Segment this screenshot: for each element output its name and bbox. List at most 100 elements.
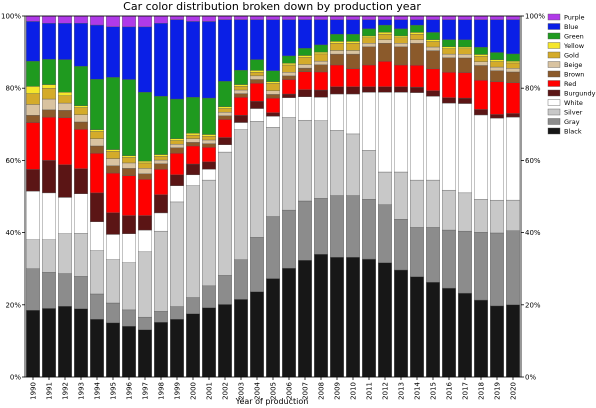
bar-segment-purple-1991 (42, 15, 56, 24)
legend-label-white: White (564, 99, 583, 107)
bar-segment-silver-1996 (122, 262, 136, 311)
bar-segment-silver-1999 (170, 201, 184, 307)
legend-label-brown: Brown (564, 71, 584, 79)
bar-segment-brown-1995 (106, 165, 120, 174)
bar-segment-gray-2006 (282, 209, 296, 269)
x-tick-label-2005: 2005 (270, 382, 278, 400)
bar-segment-purple-1998 (154, 15, 168, 24)
bar-segment-burgundy-1991 (42, 160, 56, 194)
bar-segment-purple-2015 (426, 15, 440, 20)
bar-segment-yellow-1998 (154, 154, 168, 157)
bar-segment-black-2016 (442, 287, 456, 378)
bar-segment-white-2002 (218, 144, 232, 153)
bar-segment-burgundy-2013 (394, 86, 408, 93)
x-tick-label-1998: 1998 (158, 382, 166, 400)
bar-segment-gold-2018 (474, 56, 488, 62)
bar-segment-purple-1997 (138, 15, 152, 28)
bar-segment-blue-2013 (394, 19, 408, 29)
bar-segment-gray-1990 (26, 268, 40, 311)
bar-segment-gray-2000 (186, 297, 200, 315)
y-tick-label-left: 0% (10, 374, 21, 382)
bar-segment-green-2009 (330, 33, 344, 42)
bar-segment-gray-2012 (378, 204, 392, 263)
bar-segment-burgundy-2011 (362, 86, 376, 93)
bar-segment-silver-1992 (58, 233, 72, 274)
x-tick-label-2010: 2010 (350, 382, 358, 400)
bar-segment-blue-1994 (90, 24, 104, 80)
bar-segment-purple-2010 (346, 15, 360, 20)
bar-segment-purple-2016 (442, 15, 456, 20)
bar-segment-gray-2007 (298, 200, 312, 261)
bar-segment-black-2005 (266, 278, 280, 378)
x-tick-label-2001: 2001 (206, 382, 214, 400)
bar-segment-beige-1999 (170, 143, 184, 148)
x-tick-label-2004: 2004 (254, 381, 262, 399)
bar-segment-white-2020 (506, 116, 520, 201)
bar-segment-silver-1991 (42, 239, 56, 273)
bar-segment-gray-1992 (58, 273, 72, 307)
x-tick-label-2000: 2000 (190, 382, 198, 400)
bar-segment-brown-1992 (58, 110, 72, 118)
bar-segment-purple-1999 (170, 15, 184, 20)
bar-segment-white-1999 (170, 185, 184, 203)
bar-segment-green-1993 (74, 66, 88, 106)
bar-segment-gray-2004 (250, 237, 264, 292)
bar-segment-gray-1999 (170, 306, 184, 320)
bar-segment-white-1994 (90, 221, 104, 251)
bar-segment-red-1992 (58, 117, 72, 165)
bar-segment-blue-2006 (282, 19, 296, 57)
bar-segment-blue-2020 (506, 19, 520, 55)
bar-segment-green-2016 (442, 39, 456, 48)
bar-segment-yellow-2010 (346, 41, 360, 44)
bar-segment-burgundy-1997 (138, 215, 152, 231)
bar-segment-beige-1996 (122, 162, 136, 169)
bar-segment-white-2001 (202, 168, 216, 181)
y-tick-label-left: 40% (5, 229, 21, 237)
legend-swatch-red (547, 80, 561, 87)
bar-segment-yellow-2002 (218, 106, 232, 109)
bar-segment-black-2010 (346, 257, 360, 378)
bar-segment-yellow-2016 (442, 46, 456, 49)
bar-segment-green-1994 (90, 79, 104, 130)
bar-segment-gold-2004 (250, 72, 264, 77)
bar-segment-gray-2013 (394, 219, 408, 271)
y-tick-label-left: 100% (1, 13, 21, 21)
bar-segment-brown-2013 (394, 46, 408, 66)
bar-segment-silver-2013 (394, 171, 408, 220)
legend-swatch-beige (547, 61, 561, 68)
legend-swatch-blue (547, 23, 561, 30)
legend-swatch-black (547, 127, 561, 135)
bar-segment-beige-2019 (490, 66, 504, 71)
bar-segment-purple-1990 (26, 15, 40, 22)
bar-segment-blue-2016 (442, 19, 456, 40)
bar-segment-purple-2019 (490, 15, 504, 20)
y-tick-label-right: 60% (525, 157, 541, 165)
bar-segment-gold-2013 (394, 37, 408, 44)
bar-segment-blue-2001 (202, 21, 216, 99)
bar-segment-brown-1999 (170, 147, 184, 154)
bar-segment-black-2018 (474, 299, 488, 378)
bar-segment-green-2005 (266, 70, 280, 82)
bar-segment-silver-2016 (442, 189, 456, 231)
x-tick-label-1991: 1991 (46, 382, 54, 400)
bar-segment-silver-2007 (298, 119, 312, 202)
bar-segment-brown-2002 (218, 115, 232, 120)
bar-segment-gold-2008 (314, 53, 328, 62)
bar-segment-beige-2004 (250, 75, 264, 80)
bar-segment-purple-2003 (234, 15, 248, 20)
bar-segment-silver-2019 (490, 199, 504, 234)
bar-segment-silver-2014 (410, 179, 424, 228)
bar-segment-yellow-1991 (42, 84, 56, 89)
bar-segment-brown-1993 (74, 121, 88, 130)
bar-segment-red-2011 (362, 64, 376, 87)
bar-segment-burgundy-1995 (106, 212, 120, 235)
bar-segment-gray-1996 (122, 309, 136, 327)
bar-segment-blue-1997 (138, 26, 152, 93)
bar-segment-black-2000 (186, 313, 200, 378)
bar-segment-brown-2012 (378, 43, 392, 62)
legend-swatch-white (547, 99, 561, 106)
bar-segment-gray-2010 (346, 195, 360, 258)
bar-segment-black-2006 (282, 267, 296, 378)
x-tick-label-2002: 2002 (222, 382, 230, 400)
bar-segment-gold-2017 (458, 48, 472, 55)
